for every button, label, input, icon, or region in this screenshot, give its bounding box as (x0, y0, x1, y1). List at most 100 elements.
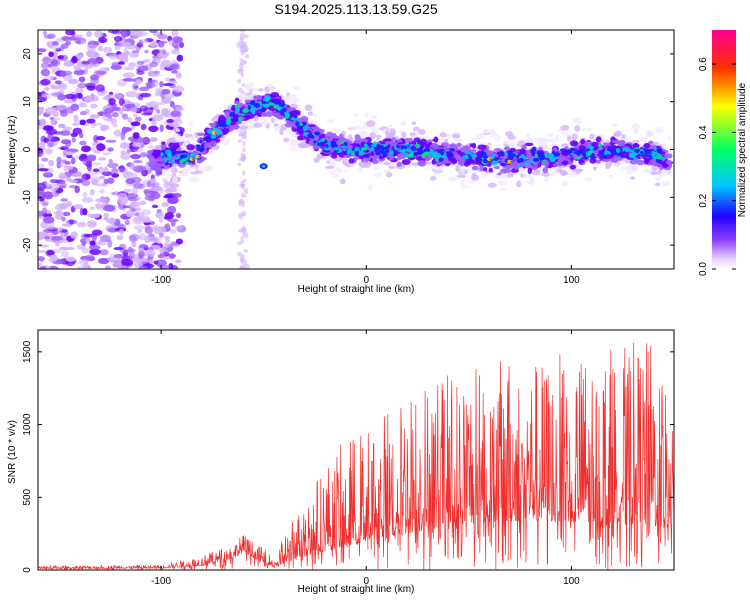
spectrogram-blob (42, 125, 54, 131)
spectrogram-blob (120, 152, 132, 160)
spectrogram-blob (325, 165, 335, 169)
spectrogram-blob (491, 154, 496, 158)
spectrogram-blob (97, 45, 103, 52)
spectrogram-blob (210, 133, 217, 139)
spectrogram-blob (171, 176, 179, 184)
spectrogram-blob (141, 38, 149, 44)
spectrogram-blob (586, 144, 592, 148)
spectrogram-blob (86, 220, 97, 228)
spectrogram-blob (178, 41, 185, 49)
spectrogram-blob (130, 200, 137, 205)
spectrogram-blob (270, 91, 280, 98)
spectrogram-blob (57, 123, 66, 129)
spectrogram-blob (366, 120, 376, 128)
spectrogram-blob (130, 121, 141, 127)
spectrogram-blob (95, 197, 108, 204)
spectrogram-blob (38, 256, 45, 262)
spectrogram-blob (408, 137, 413, 143)
spectrogram-blob (645, 154, 652, 158)
spectrogram-blob (456, 174, 467, 178)
spectrogram-blob (124, 219, 130, 226)
spectrogram-blob (170, 110, 180, 117)
spectrogram-blob (212, 128, 218, 132)
spectrogram-blob (134, 253, 139, 260)
spectrogram-blob (159, 124, 164, 133)
spectrogram-blob (506, 140, 516, 146)
spectrogram-blob (42, 172, 54, 178)
spectrogram-blob (52, 41, 59, 46)
spectrogram-blob (606, 147, 612, 152)
spectrogram-blob (153, 104, 159, 111)
spectrogram-blob (608, 174, 614, 179)
spectrogram-blob (520, 153, 525, 159)
spectrogram-blob (363, 153, 371, 158)
spectrogram-blob (387, 124, 394, 128)
spectrogram-blob (330, 143, 335, 148)
spectrogram-blob (79, 132, 84, 139)
spectrogram-blob (304, 104, 313, 112)
spectrogram-blob (233, 100, 240, 105)
spectrogram-blob (569, 164, 577, 170)
spectrogram-blob (38, 249, 47, 254)
spectrogram-blob (547, 132, 553, 138)
spectrogram-blob (43, 34, 54, 39)
spectrogram-blob (240, 72, 244, 78)
spectrogram-blob (161, 141, 166, 145)
spectrogram-blob (346, 149, 351, 155)
spectrogram-blob (351, 147, 355, 151)
spectrogram-blob (155, 259, 167, 267)
spectrogram-blob (81, 241, 86, 247)
spectrogram-blob (148, 259, 156, 264)
spectrogram-blob (571, 133, 578, 141)
spectrogram-blob (516, 180, 522, 188)
spectrogram-blob (130, 146, 140, 150)
spectrogram-blob (107, 227, 117, 233)
spectrogram-blob (462, 145, 470, 149)
spectrogram-blob (139, 233, 146, 241)
spectrogram-blob (151, 151, 160, 157)
spectrogram-blob (131, 186, 139, 195)
spectrogram-blob (635, 159, 645, 166)
spectrogram-blob (261, 164, 266, 168)
spectrogram-blob (404, 137, 410, 144)
spectrogram-blob (134, 116, 142, 122)
spectrogram-blob (600, 154, 608, 158)
spectrogram-blob (386, 141, 392, 146)
spectrogram-blob (76, 265, 89, 269)
spectrogram-blob (480, 151, 487, 157)
snr-line-group (38, 342, 674, 570)
spectrogram-blob (619, 140, 626, 147)
spectrogram-blob (541, 171, 550, 177)
spectrogram-blob (612, 132, 621, 137)
spectrogram-blob (603, 150, 608, 156)
spectrogram-blob (604, 161, 613, 167)
spectrogram-blob (83, 68, 89, 75)
spectrogram-blob (41, 157, 49, 162)
spectrogram-blob (343, 168, 350, 173)
spectrogram-blob (164, 158, 168, 163)
spectrogram-blob (277, 105, 282, 111)
spectrogram-blob (175, 212, 182, 219)
spectrogram-blob (169, 253, 176, 259)
spectrogram-blob (42, 216, 55, 224)
spectrogram-blob (244, 263, 250, 269)
spectrogram-blob (111, 173, 120, 178)
spectrogram-blob (268, 99, 276, 103)
spectrogram-blob (343, 154, 352, 158)
spectrogram-blob (509, 172, 515, 176)
spectrogram-blob (385, 130, 390, 137)
spectrogram-blob (661, 180, 671, 187)
spectrogram-blob (171, 167, 178, 174)
spectrogram-blob (40, 79, 51, 86)
spectrogram-blob (104, 265, 111, 269)
spectrogram-blob (438, 138, 445, 142)
spectrogram-blob (432, 172, 438, 176)
spectrogram-blob (86, 85, 96, 91)
spectrogram-blob (74, 185, 80, 194)
spectrogram-blob (151, 186, 163, 192)
spectrogram-blob (113, 129, 122, 137)
spectrogram-blob (180, 170, 190, 177)
spectrogram-blob (377, 144, 384, 150)
spectrogram-blob (369, 132, 377, 140)
spectrogram-blob (456, 142, 462, 147)
